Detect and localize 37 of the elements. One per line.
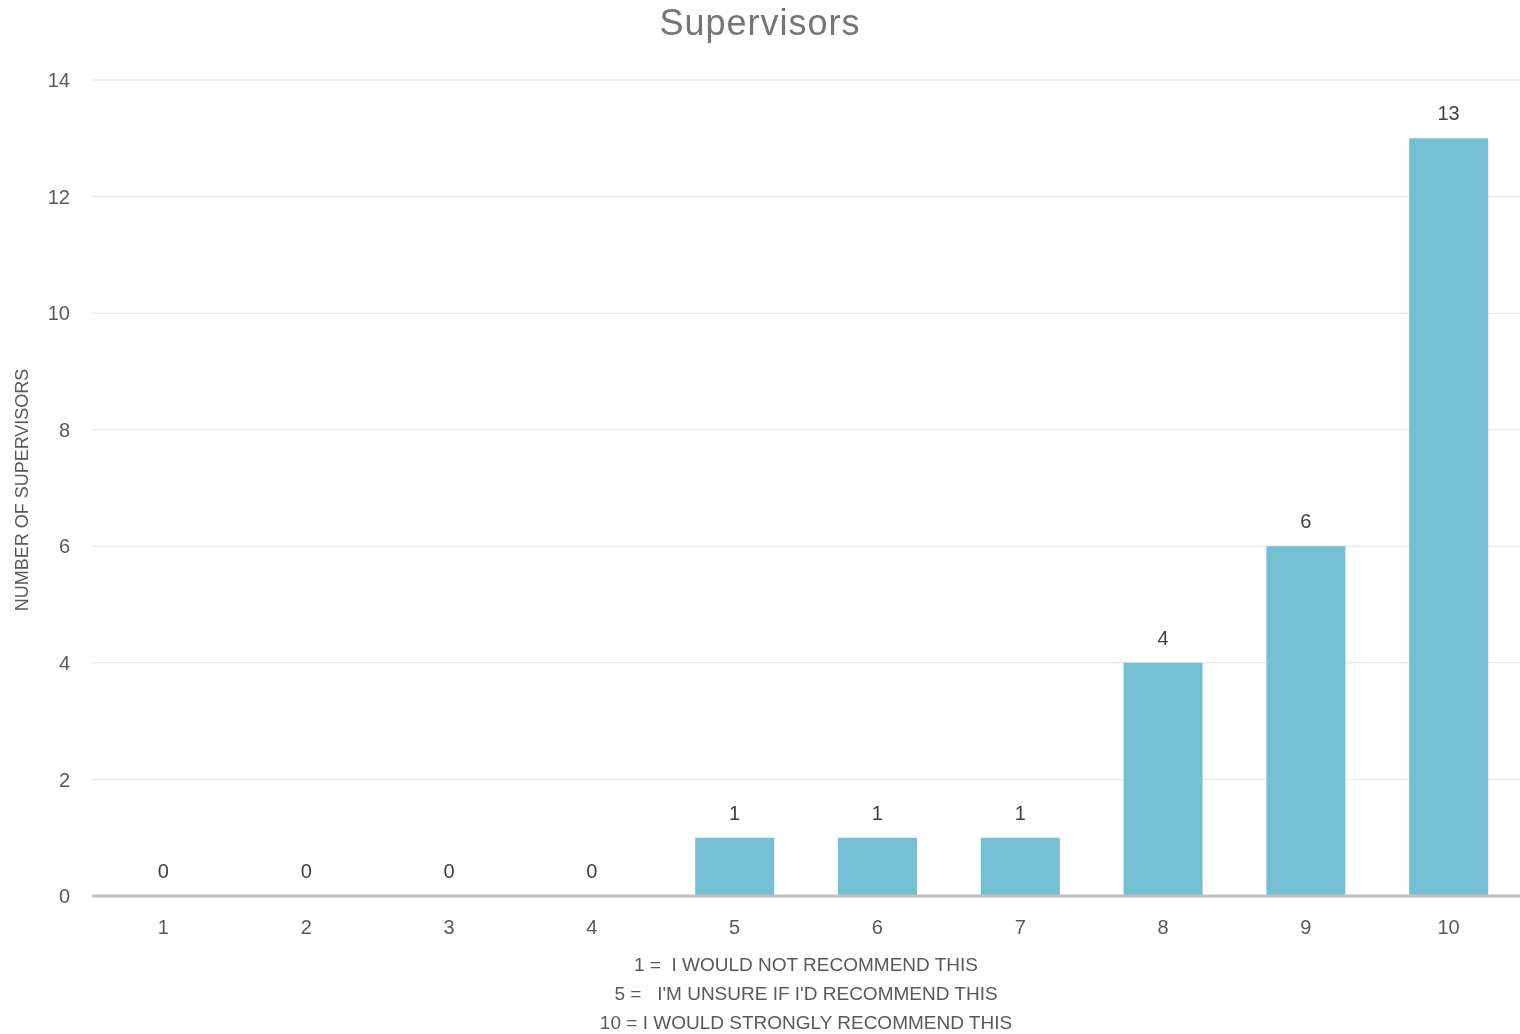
data-label: 0 — [300, 860, 312, 882]
bar — [1409, 138, 1489, 896]
y-axis-title: NUMBER OF SUPERVISORS — [11, 368, 32, 612]
y-tick-label: 4 — [58, 651, 70, 674]
y-tick-label: 8 — [58, 418, 70, 441]
y-tick-label: 2 — [58, 768, 70, 791]
data-label: 1 — [871, 801, 883, 824]
bar — [1123, 662, 1203, 896]
y-tick-label: 10 — [47, 302, 70, 325]
x-tick-label: 3 — [443, 916, 455, 939]
x-tick-label: 10 — [1437, 916, 1460, 939]
bar — [838, 837, 917, 896]
x-tick-label: 4 — [586, 916, 598, 939]
y-tick-label: 12 — [47, 185, 70, 208]
y-tick-label: 14 — [47, 69, 70, 92]
x-axis-title: 1 = I WOULD NOT RECOMMEND THIS 5 = I'M UNSURE IF I'D RECOMMEND THIS 10 = I WOULD STRONGLY RECOMMEND THIS — [599, 954, 1013, 1033]
data-label: 13 — [1437, 102, 1460, 125]
x-tick-label: 8 — [1157, 916, 1169, 939]
chart-title: Supervisors — [659, 2, 861, 43]
bar — [980, 837, 1060, 896]
data-label: 4 — [1157, 626, 1169, 649]
data-label: 0 — [157, 860, 169, 882]
x-tick-label: 7 — [1014, 916, 1026, 939]
data-label: 1 — [729, 801, 741, 824]
y-tick-label: 6 — [58, 535, 70, 558]
bar — [1266, 546, 1346, 896]
bar — [695, 837, 775, 896]
x-tick-label: 5 — [729, 916, 741, 939]
x-tick-label: 2 — [300, 916, 312, 939]
y-tick-label: 0 — [58, 885, 70, 908]
data-label: 0 — [443, 860, 455, 882]
data-label: 6 — [1300, 510, 1312, 533]
x-tick-label: 9 — [1300, 916, 1312, 939]
data-label: 0 — [586, 860, 598, 882]
x-tick-label: 6 — [871, 916, 883, 939]
x-tick-label: 1 — [157, 916, 169, 939]
data-label: 1 — [1014, 801, 1026, 824]
